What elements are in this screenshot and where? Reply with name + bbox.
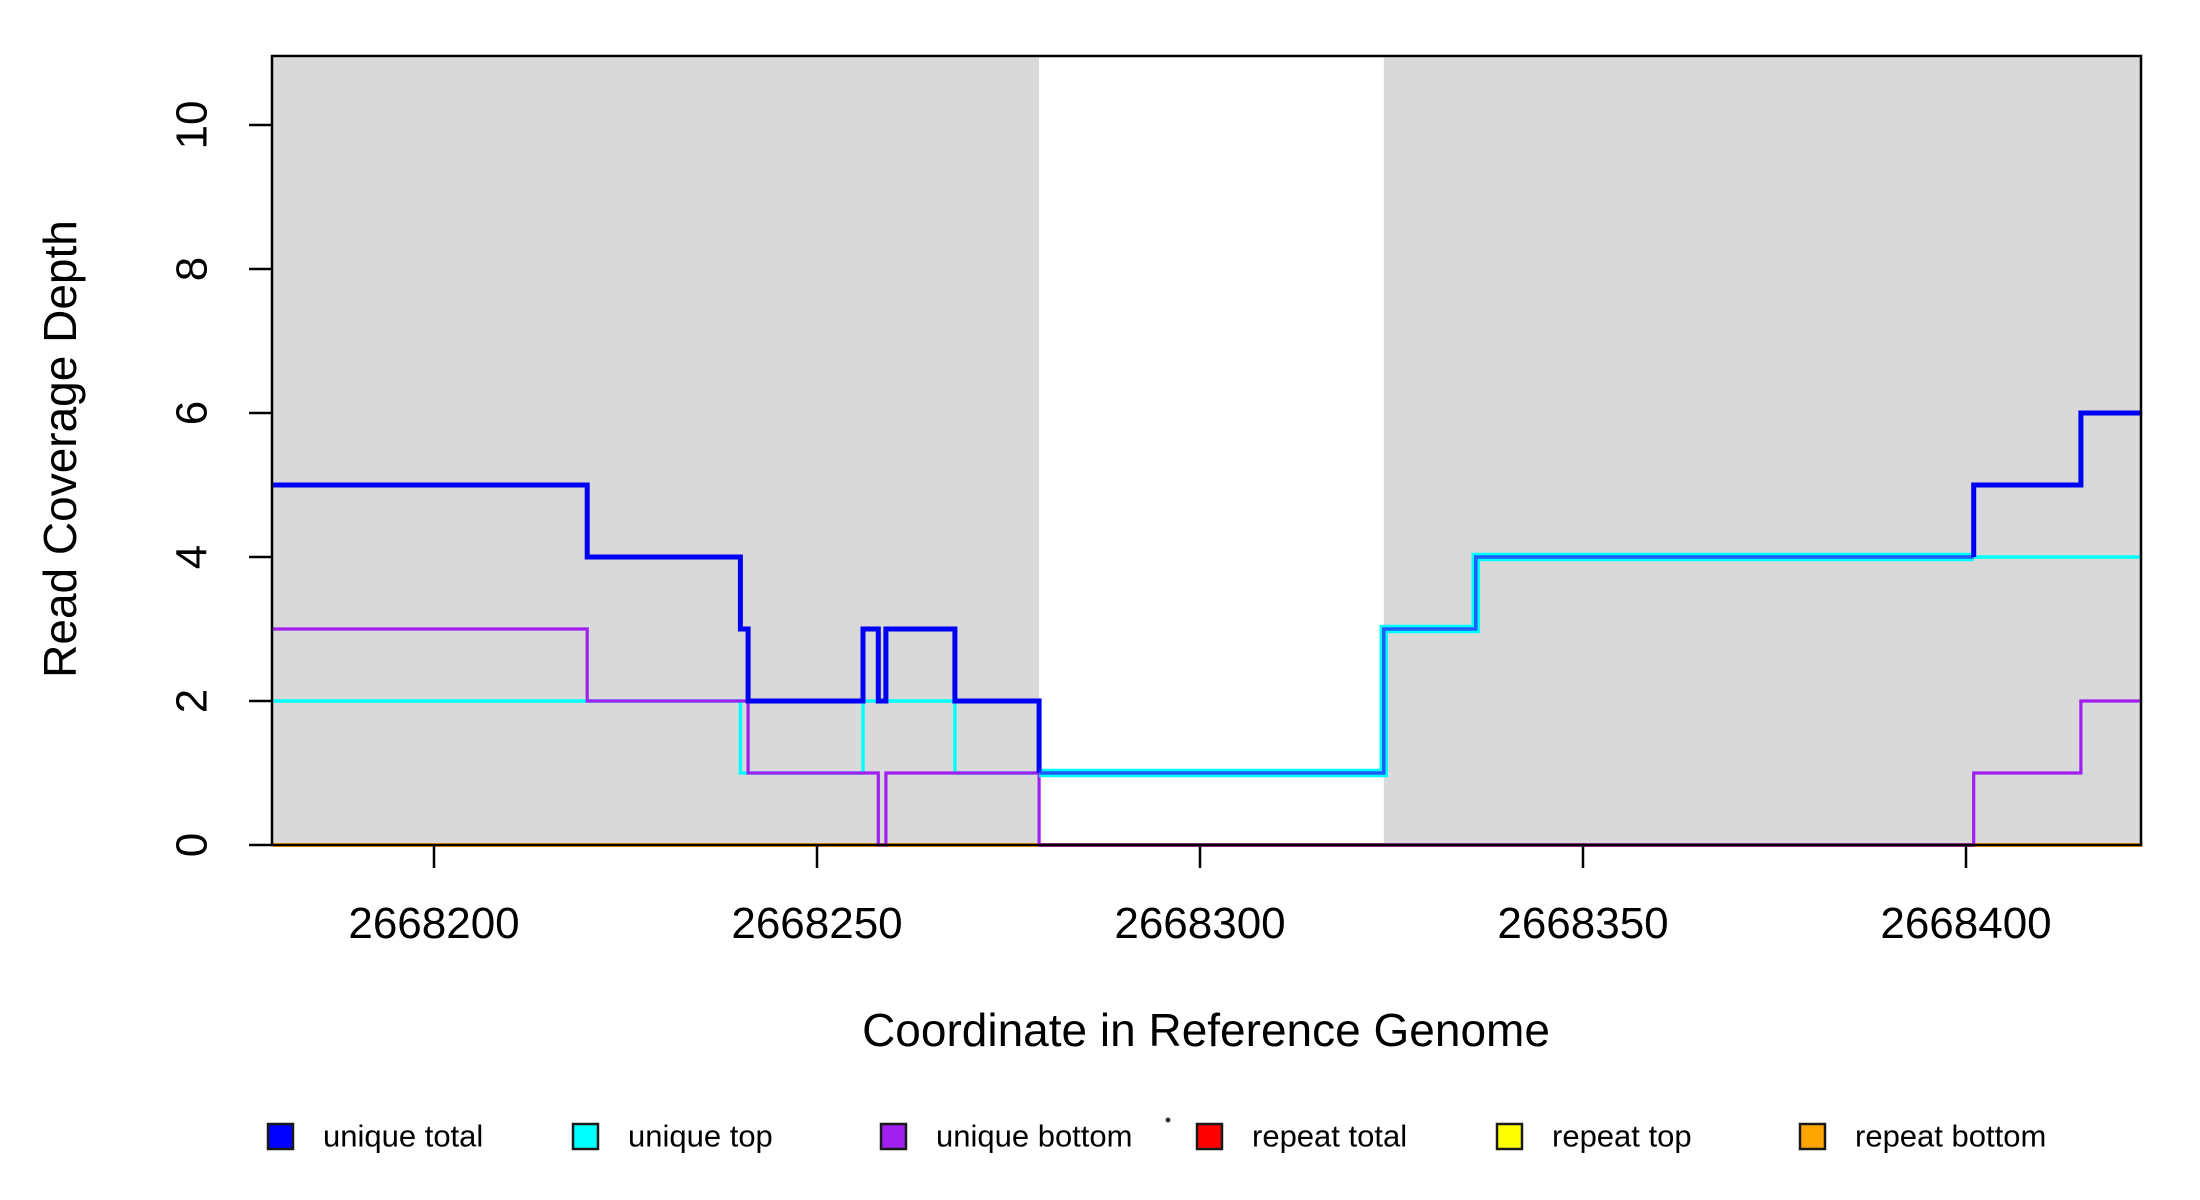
legend: unique total unique top unique bottom repea… xyxy=(266,1117,2046,1154)
shaded-region xyxy=(273,57,1040,844)
legend-swatch-icon xyxy=(266,1122,295,1151)
legend-swatch-icon xyxy=(1495,1122,1524,1151)
y-tick-label: 4 xyxy=(168,545,217,569)
x-tick-label: 2668350 xyxy=(1497,899,1668,948)
legend-item-label: unique top xyxy=(628,1119,773,1154)
legend-item-label: repeat top xyxy=(1552,1119,1692,1154)
y-tick-label: 8 xyxy=(168,257,217,281)
legend-swatch-icon xyxy=(1195,1122,1224,1151)
overlap-blue-core-line xyxy=(1039,555,1974,775)
plot-box xyxy=(270,54,2143,847)
x-tick-label: 2668400 xyxy=(1880,899,2051,948)
legend-swatch-icon xyxy=(879,1122,908,1151)
legend-swatch-icon xyxy=(1798,1122,1827,1151)
legend-item-label: unique bottom xyxy=(936,1119,1132,1154)
y-tick-label: 10 xyxy=(168,101,217,150)
legend-item-unique-top: unique top xyxy=(571,1119,773,1154)
shaded-region xyxy=(1383,57,2143,844)
y-tick-label: 2 xyxy=(168,689,217,713)
legend-item-unique-total: unique total xyxy=(266,1119,483,1154)
axes: 2668200 2668250 2668300 2668350 2668400 0 2 4 6 8… xyxy=(168,54,2143,948)
legend-item-repeat-total: repeat total xyxy=(1195,1119,1407,1154)
legend-item-label: repeat bottom xyxy=(1855,1119,2046,1154)
x-tick-label: 2668300 xyxy=(1114,899,1285,948)
x-tick-label: 2668250 xyxy=(731,899,902,948)
unique-total-left-line xyxy=(273,482,1042,773)
legend-item-unique-bottom: unique bottom xyxy=(879,1119,1132,1154)
x-tick-label: 2668200 xyxy=(348,899,519,948)
legend-item-label: unique total xyxy=(323,1119,483,1154)
legend-item-repeat-bottom: repeat bottom xyxy=(1798,1119,2046,1154)
y-axis-title: Read Coverage Depth xyxy=(34,220,86,678)
legend-swatch-icon xyxy=(571,1122,600,1151)
x-axis-title: Coordinate in Reference Genome xyxy=(862,1004,1550,1056)
unique-total-right-line xyxy=(1971,410,2143,557)
legend-item-label: repeat total xyxy=(1252,1119,1407,1154)
stray-dot-mark xyxy=(1165,1117,1171,1123)
legend-item-repeat-top: repeat top xyxy=(1495,1119,1692,1154)
shaded-repeat-regions xyxy=(273,57,2143,844)
y-tick-label: 0 xyxy=(168,833,217,857)
y-tick-label: 6 xyxy=(168,401,217,425)
unique-bottom-line-line xyxy=(273,627,2143,847)
